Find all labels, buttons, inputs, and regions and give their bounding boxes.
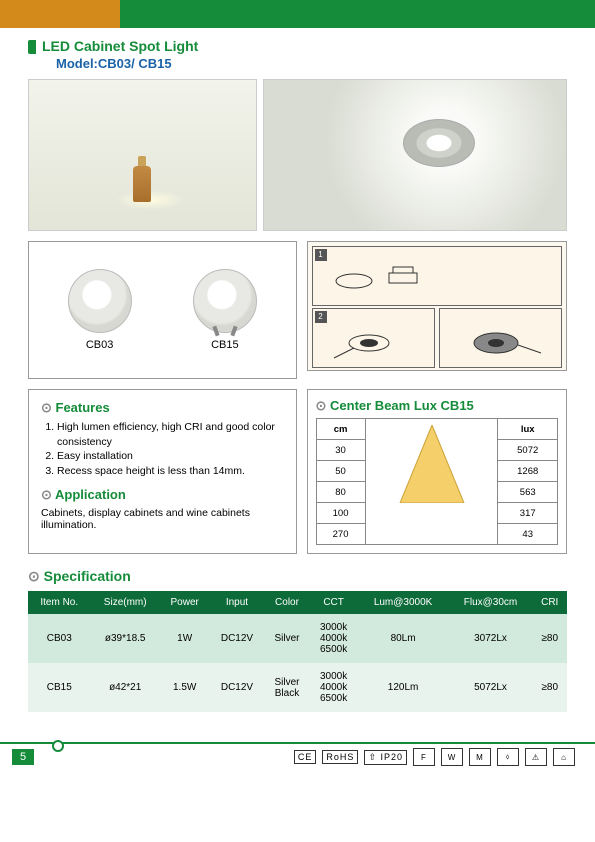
application-heading: Application	[41, 487, 284, 503]
spec-col: Input	[210, 591, 265, 614]
spec-col: Item No.	[28, 591, 91, 614]
spec-cell: 3000k 4000k 6500k	[310, 663, 358, 712]
spec-cell: DC12V	[210, 663, 265, 712]
spec-cell: CB03	[28, 614, 91, 663]
cert-symbol: F	[413, 748, 435, 766]
beam-lux-box: Center Beam Lux CB15 cm 20° lux 30 5072 5…	[307, 389, 568, 554]
spec-row: CB03 ø39*18.5 1W DC12V Silver 3000k 4000…	[28, 614, 567, 663]
spec-cell: ø42*21	[91, 663, 160, 712]
beam-lux: 43	[498, 524, 558, 545]
cert-symbol: W	[441, 748, 463, 766]
features-heading: Features	[41, 400, 284, 416]
cert-rohs: RoHS	[322, 750, 358, 764]
spec-cell: 120Lm	[358, 663, 449, 712]
spec-cell: 3072Lx	[449, 614, 533, 663]
feature-item: Easy installation	[57, 449, 284, 464]
title-block: LED Cabinet Spot Light Model:CB03/ CB15	[28, 38, 567, 71]
spec-col: Power	[160, 591, 210, 614]
beam-cm: 270	[316, 524, 365, 545]
beam-col-lux: lux	[498, 419, 558, 440]
spec-cell: 3000k 4000k 6500k	[310, 614, 358, 663]
beam-cm: 30	[316, 440, 365, 461]
spec-cell: CB15	[28, 663, 91, 712]
cert-symbol: ⌂	[553, 748, 575, 766]
spec-heading: Specification	[28, 568, 567, 585]
beam-cm: 50	[316, 461, 365, 482]
page-content: LED Cabinet Spot Light Model:CB03/ CB15 …	[0, 28, 595, 712]
product-images-box: CB03 CB15	[28, 241, 297, 379]
spec-cell: ≥80	[532, 614, 567, 663]
footer-dot-icon	[52, 740, 64, 752]
diagram-step-2a: 2	[312, 308, 435, 368]
spec-cell: 1.5W	[160, 663, 210, 712]
model-label: Model:CB03/ CB15	[56, 56, 198, 71]
spec-cell: ≥80	[532, 663, 567, 712]
feature-item: Recess space height is less than 14mm.	[57, 464, 284, 479]
beam-lux: 563	[498, 482, 558, 503]
spec-col: Lum@3000K	[358, 591, 449, 614]
hero-image-spotlight	[263, 79, 567, 231]
spec-cell: 80Lm	[358, 614, 449, 663]
diagram-step-1: 1	[312, 246, 563, 306]
beam-lux: 1268	[498, 461, 558, 482]
cert-ip20: ⇧ IP20	[364, 750, 407, 765]
page-number: 5	[12, 749, 34, 765]
product-cb15-icon	[193, 269, 257, 333]
hero-images	[28, 79, 567, 231]
hero-image-cabinet	[28, 79, 257, 231]
beam-lux: 5072	[498, 440, 558, 461]
feature-item: High lumen efficiency, high CRI and good…	[57, 420, 284, 449]
application-text: Cabinets, display cabinets and wine cabi…	[41, 507, 284, 531]
page-footer: 5 CE RoHS ⇧ IP20 F W M ⬨ ⚠ ⌂	[0, 742, 595, 766]
spec-col: Size(mm)	[91, 591, 160, 614]
title-bullet-icon	[28, 40, 36, 54]
product-cb15: CB15	[193, 269, 257, 351]
beam-col-cm: cm	[316, 419, 365, 440]
cert-ce: CE	[294, 750, 317, 764]
spec-cell: 1W	[160, 614, 210, 663]
spec-cell: 5072Lx	[449, 663, 533, 712]
spec-cell: DC12V	[210, 614, 265, 663]
spec-header-row: Item No. Size(mm) Power Input Color CCT …	[28, 591, 567, 614]
spec-table: Item No. Size(mm) Power Input Color CCT …	[28, 591, 567, 712]
cert-symbol: ⚠	[525, 748, 547, 766]
product-cb15-label: CB15	[193, 339, 257, 351]
spec-cell: ø39*18.5	[91, 614, 160, 663]
top-color-bar	[0, 0, 595, 28]
beam-cm: 80	[316, 482, 365, 503]
product-cb03: CB03	[68, 269, 132, 351]
install-diagram-box: 1 2	[307, 241, 568, 371]
spec-col: CRI	[532, 591, 567, 614]
certifications: CE RoHS ⇧ IP20 F W M ⬨ ⚠ ⌂	[294, 748, 575, 766]
spec-col: Flux@30cm	[449, 591, 533, 614]
features-box: Features High lumen efficiency, high CRI…	[28, 389, 297, 554]
cert-symbol: ⬨	[497, 748, 519, 766]
page-title: LED Cabinet Spot Light	[42, 38, 198, 54]
beam-table: cm 20° lux 30 5072 50 1268 80 563 100 317 27…	[316, 418, 559, 545]
beam-cone-cell: 20°	[365, 419, 498, 545]
beam-heading: Center Beam Lux CB15	[316, 398, 559, 414]
features-list: High lumen efficiency, high CRI and good…	[57, 420, 284, 479]
spec-col: Color	[264, 591, 309, 614]
beam-lux: 317	[498, 503, 558, 524]
spec-heading-block: Specification	[28, 568, 567, 585]
spec-row: CB15 ø42*21 1.5W DC12V Silver Black 3000…	[28, 663, 567, 712]
cert-symbol: M	[469, 748, 491, 766]
product-cb03-icon	[68, 269, 132, 333]
product-cb03-label: CB03	[68, 339, 132, 351]
diagram-step-2b	[439, 308, 562, 368]
spec-cell: Silver	[264, 614, 309, 663]
beam-cm: 100	[316, 503, 365, 524]
spec-col: CCT	[310, 591, 358, 614]
spec-cell: Silver Black	[264, 663, 309, 712]
